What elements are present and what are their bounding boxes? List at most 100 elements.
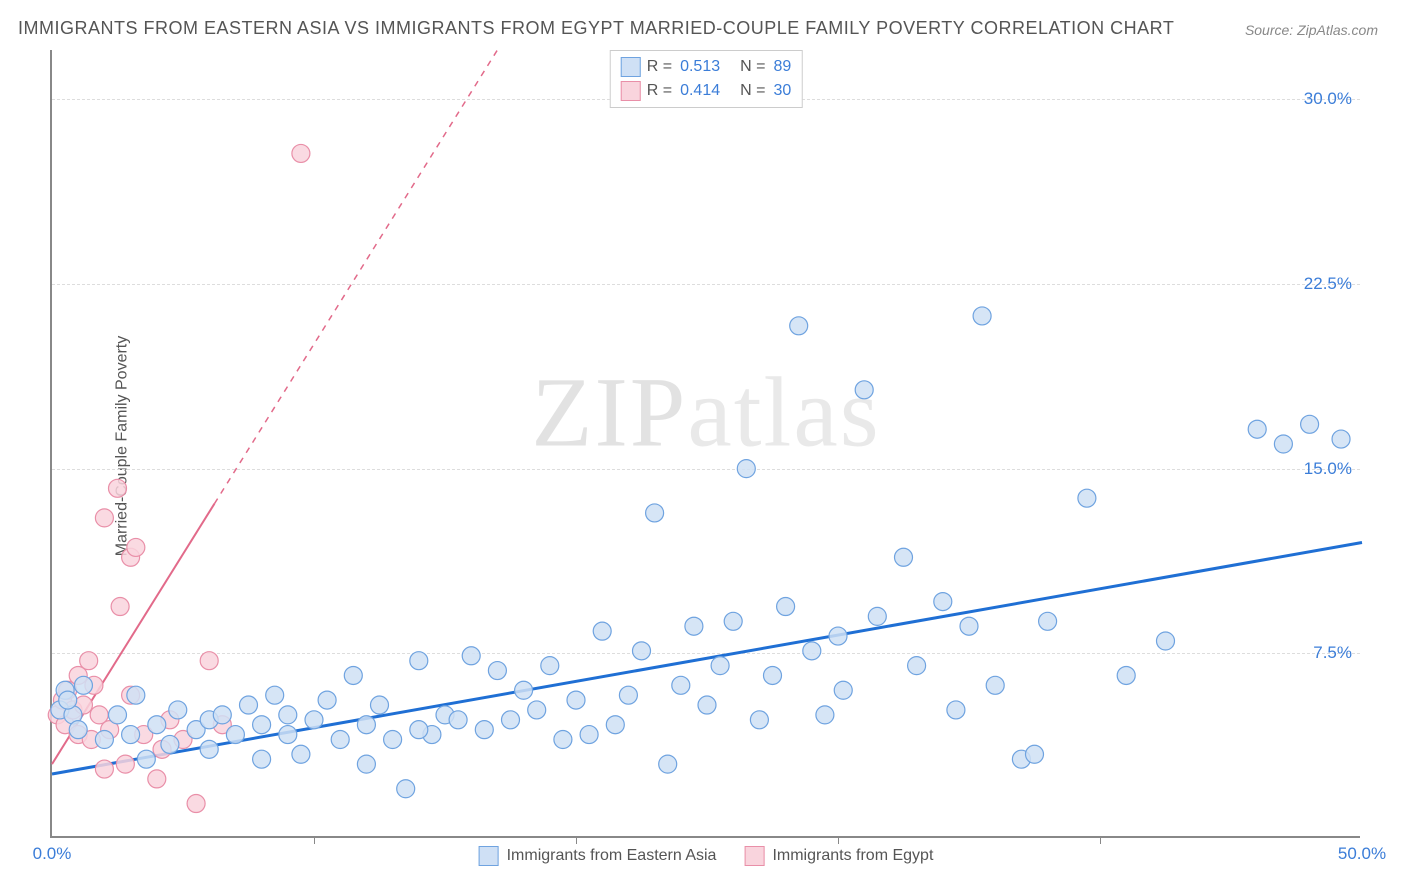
data-point-eastern_asia bbox=[646, 504, 664, 522]
data-point-eastern_asia bbox=[69, 721, 87, 739]
n-label: N = bbox=[740, 82, 765, 100]
legend-swatch-icon bbox=[621, 57, 641, 77]
data-point-eastern_asia bbox=[279, 726, 297, 744]
data-point-eastern_asia bbox=[790, 317, 808, 335]
data-point-egypt bbox=[116, 755, 134, 773]
data-point-eastern_asia bbox=[672, 676, 690, 694]
data-point-eastern_asia bbox=[1157, 632, 1175, 650]
data-point-egypt bbox=[95, 760, 113, 778]
r-value: 0.513 bbox=[680, 58, 720, 76]
data-point-eastern_asia bbox=[305, 711, 323, 729]
data-point-eastern_asia bbox=[855, 381, 873, 399]
data-point-eastern_asia bbox=[541, 657, 559, 675]
data-point-eastern_asia bbox=[960, 617, 978, 635]
data-point-eastern_asia bbox=[59, 691, 77, 709]
data-point-eastern_asia bbox=[515, 681, 533, 699]
data-point-eastern_asia bbox=[1332, 430, 1350, 448]
n-value: 89 bbox=[773, 58, 791, 76]
data-point-eastern_asia bbox=[410, 721, 428, 739]
r-label: R = bbox=[647, 82, 672, 100]
data-point-eastern_asia bbox=[74, 676, 92, 694]
data-point-eastern_asia bbox=[659, 755, 677, 773]
data-point-eastern_asia bbox=[226, 726, 244, 744]
data-point-eastern_asia bbox=[834, 681, 852, 699]
data-point-egypt bbox=[80, 652, 98, 670]
data-point-eastern_asia bbox=[606, 716, 624, 734]
data-point-eastern_asia bbox=[279, 706, 297, 724]
legend-row-eastern_asia: R = 0.513 N = 89 bbox=[621, 55, 792, 79]
data-point-eastern_asia bbox=[1301, 415, 1319, 433]
data-point-egypt bbox=[127, 538, 145, 556]
legend-item-egypt: Immigrants from Egypt bbox=[744, 846, 933, 866]
data-point-eastern_asia bbox=[633, 642, 651, 660]
data-point-eastern_asia bbox=[593, 622, 611, 640]
data-point-eastern_asia bbox=[200, 740, 218, 758]
data-point-eastern_asia bbox=[1248, 420, 1266, 438]
data-point-eastern_asia bbox=[331, 731, 349, 749]
data-point-eastern_asia bbox=[764, 666, 782, 684]
data-point-eastern_asia bbox=[213, 706, 231, 724]
data-point-eastern_asia bbox=[127, 686, 145, 704]
n-value: 30 bbox=[773, 82, 791, 100]
data-point-eastern_asia bbox=[685, 617, 703, 635]
data-point-eastern_asia bbox=[554, 731, 572, 749]
data-point-eastern_asia bbox=[750, 711, 768, 729]
data-point-eastern_asia bbox=[947, 701, 965, 719]
data-point-egypt bbox=[292, 144, 310, 162]
x-tick-mark bbox=[838, 836, 839, 844]
data-point-egypt bbox=[95, 509, 113, 527]
data-point-eastern_asia bbox=[711, 657, 729, 675]
scatter-svg bbox=[52, 50, 1360, 836]
data-point-eastern_asia bbox=[397, 780, 415, 798]
data-point-eastern_asia bbox=[698, 696, 716, 714]
data-point-eastern_asia bbox=[1039, 612, 1057, 630]
data-point-eastern_asia bbox=[1078, 489, 1096, 507]
legend-swatch-icon bbox=[744, 846, 764, 866]
chart-title: IMMIGRANTS FROM EASTERN ASIA VS IMMIGRAN… bbox=[18, 18, 1174, 39]
data-point-eastern_asia bbox=[829, 627, 847, 645]
data-point-eastern_asia bbox=[318, 691, 336, 709]
x-tick-mark bbox=[314, 836, 315, 844]
data-point-eastern_asia bbox=[384, 731, 402, 749]
legend-row-egypt: R =0.414N =30 bbox=[621, 79, 792, 103]
x-tick: 50.0% bbox=[1338, 844, 1386, 864]
data-point-eastern_asia bbox=[502, 711, 520, 729]
n-label: N = bbox=[740, 58, 765, 76]
data-point-eastern_asia bbox=[292, 745, 310, 763]
data-point-eastern_asia bbox=[161, 735, 179, 753]
data-point-egypt bbox=[200, 652, 218, 670]
data-point-eastern_asia bbox=[357, 716, 375, 734]
data-point-eastern_asia bbox=[934, 593, 952, 611]
source-attribution: Source: ZipAtlas.com bbox=[1245, 22, 1378, 38]
data-point-eastern_asia bbox=[986, 676, 1004, 694]
data-point-egypt bbox=[187, 795, 205, 813]
data-point-eastern_asia bbox=[973, 307, 991, 325]
data-point-egypt bbox=[111, 598, 129, 616]
data-point-eastern_asia bbox=[357, 755, 375, 773]
data-point-eastern_asia bbox=[253, 750, 271, 768]
x-tick-mark bbox=[1100, 836, 1101, 844]
data-point-eastern_asia bbox=[253, 716, 271, 734]
data-point-eastern_asia bbox=[475, 721, 493, 739]
data-point-eastern_asia bbox=[371, 696, 389, 714]
data-point-eastern_asia bbox=[462, 647, 480, 665]
plot-area: ZIPatlas 7.5%15.0%22.5%30.0% 0.0%50.0% R… bbox=[50, 50, 1360, 838]
data-point-eastern_asia bbox=[148, 716, 166, 734]
x-tick-mark bbox=[576, 836, 577, 844]
data-point-egypt bbox=[148, 770, 166, 788]
data-point-eastern_asia bbox=[619, 686, 637, 704]
legend-label: Immigrants from Eastern Asia bbox=[507, 847, 717, 865]
data-point-eastern_asia bbox=[567, 691, 585, 709]
legend-swatch-icon bbox=[479, 846, 499, 866]
data-point-eastern_asia bbox=[122, 726, 140, 744]
data-point-eastern_asia bbox=[868, 607, 886, 625]
data-point-eastern_asia bbox=[816, 706, 834, 724]
data-point-eastern_asia bbox=[137, 750, 155, 768]
r-label: R = bbox=[647, 58, 672, 76]
data-point-eastern_asia bbox=[266, 686, 284, 704]
legend-swatch-icon bbox=[621, 81, 641, 101]
trend-line-eastern_asia bbox=[52, 543, 1362, 774]
x-tick: 0.0% bbox=[33, 844, 72, 864]
data-point-eastern_asia bbox=[803, 642, 821, 660]
trend-line-dashed-egypt bbox=[214, 50, 497, 504]
